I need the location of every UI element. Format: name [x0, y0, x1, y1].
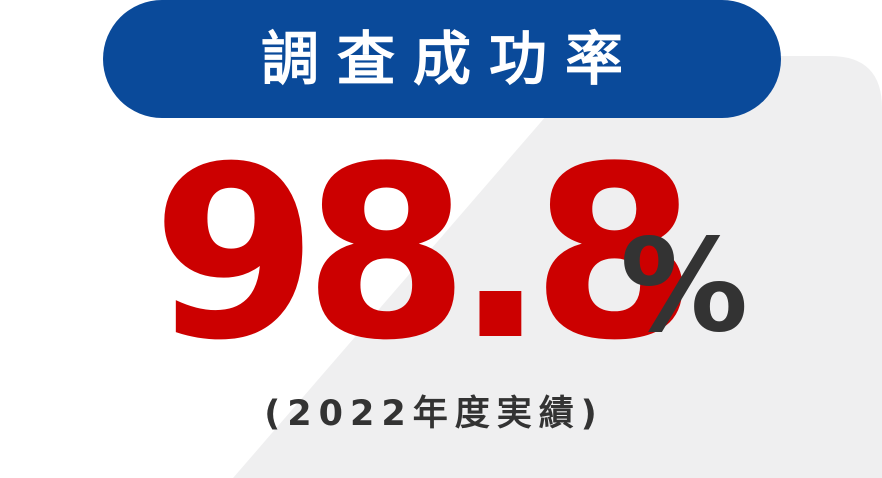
- metric-unit: %: [620, 212, 749, 361]
- title-text: 調査成功率: [260, 25, 641, 93]
- title-badge: 調査成功率: [103, 0, 781, 118]
- metric-value: 98.8: [152, 116, 697, 393]
- background-diagonal-shape: [233, 56, 882, 478]
- metric-display: 98.8 %: [0, 116, 882, 393]
- metric-note: (2022年度実績): [264, 394, 604, 434]
